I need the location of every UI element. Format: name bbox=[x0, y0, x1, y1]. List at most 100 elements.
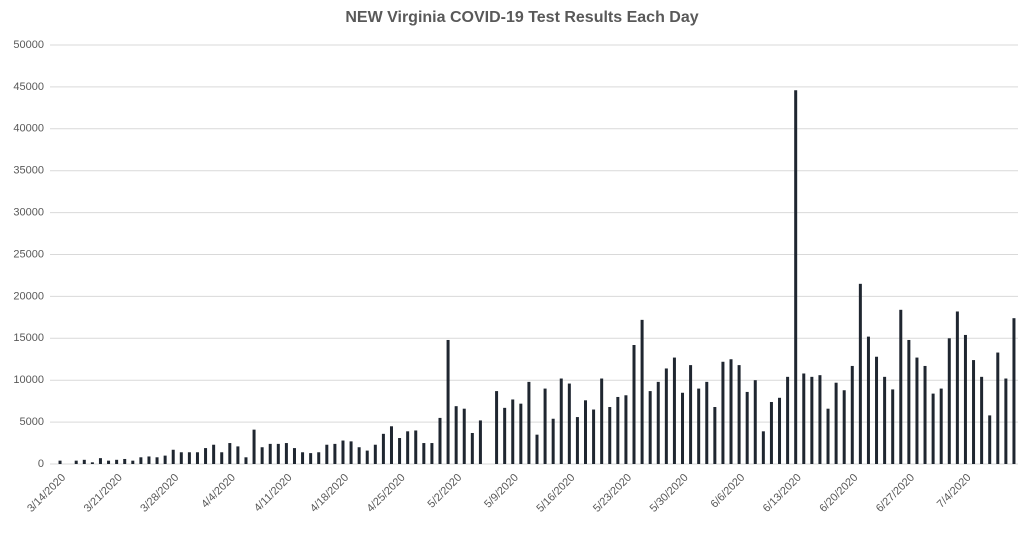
bar bbox=[365, 450, 369, 464]
bar bbox=[284, 443, 288, 464]
bar bbox=[891, 389, 895, 464]
bar bbox=[495, 391, 499, 464]
bar bbox=[430, 443, 434, 464]
y-tick-label: 15000 bbox=[13, 332, 44, 344]
bar bbox=[1004, 378, 1008, 464]
bar bbox=[721, 361, 725, 464]
bar bbox=[559, 378, 563, 464]
y-tick-label: 5000 bbox=[20, 416, 44, 428]
bar bbox=[82, 459, 86, 464]
bar bbox=[107, 460, 111, 464]
bar bbox=[349, 441, 353, 464]
bar bbox=[972, 360, 976, 464]
bar bbox=[737, 365, 741, 464]
bar bbox=[511, 399, 515, 464]
bar bbox=[866, 336, 870, 464]
bar bbox=[527, 381, 531, 464]
bar bbox=[834, 382, 838, 464]
bar bbox=[575, 417, 579, 464]
y-tick-label: 50000 bbox=[13, 39, 44, 51]
bar bbox=[802, 373, 806, 464]
x-tick-label: 4/18/2020 bbox=[308, 472, 351, 515]
bar bbox=[656, 381, 660, 464]
bar bbox=[357, 447, 361, 464]
bar bbox=[640, 319, 644, 464]
bar bbox=[325, 444, 329, 464]
bar bbox=[729, 359, 733, 464]
bar bbox=[955, 311, 959, 464]
bar bbox=[341, 440, 345, 464]
bar bbox=[519, 403, 523, 464]
y-tick-label: 30000 bbox=[13, 207, 44, 219]
bar bbox=[74, 460, 78, 464]
bar bbox=[123, 458, 127, 464]
bar bbox=[171, 449, 175, 464]
bar bbox=[931, 393, 935, 464]
x-tick-label: 3/14/2020 bbox=[25, 472, 68, 515]
x-tick-label: 5/2/2020 bbox=[426, 472, 465, 511]
bar bbox=[115, 459, 119, 464]
y-tick-label: 20000 bbox=[13, 290, 44, 302]
bar bbox=[131, 460, 135, 464]
bar bbox=[600, 378, 604, 464]
y-tick-label: 40000 bbox=[13, 123, 44, 135]
bar bbox=[875, 356, 879, 464]
bar bbox=[907, 339, 911, 464]
bar bbox=[551, 418, 555, 464]
bar bbox=[939, 388, 943, 464]
y-tick-label: 45000 bbox=[13, 81, 44, 93]
x-tick-label: 5/9/2020 bbox=[482, 472, 521, 511]
bar bbox=[163, 455, 167, 464]
bar bbox=[632, 345, 636, 464]
bar bbox=[333, 443, 337, 464]
bar bbox=[317, 452, 321, 464]
bar bbox=[1012, 318, 1016, 464]
bar bbox=[980, 376, 984, 464]
bar bbox=[584, 400, 588, 464]
x-tick-label: 4/4/2020 bbox=[199, 472, 238, 511]
bar bbox=[786, 376, 790, 464]
bar bbox=[454, 406, 458, 464]
bar bbox=[478, 420, 482, 464]
bar bbox=[988, 415, 992, 464]
bar bbox=[252, 429, 256, 464]
bar bbox=[381, 433, 385, 464]
bar bbox=[309, 453, 313, 464]
bar bbox=[794, 90, 798, 464]
x-tick-label: 6/20/2020 bbox=[817, 472, 860, 515]
chart-title: NEW Virginia COVID-19 Test Results Each … bbox=[345, 9, 698, 26]
bar bbox=[778, 397, 782, 464]
bar bbox=[389, 426, 393, 464]
y-tick-label: 35000 bbox=[13, 165, 44, 177]
bar bbox=[187, 452, 191, 464]
bar bbox=[567, 383, 571, 464]
bar bbox=[883, 376, 887, 464]
bar bbox=[228, 443, 232, 464]
bar bbox=[592, 409, 596, 464]
bar bbox=[204, 448, 208, 464]
bar bbox=[923, 365, 927, 464]
bar bbox=[244, 457, 248, 464]
x-tick-label: 6/6/2020 bbox=[709, 472, 748, 511]
bar bbox=[689, 365, 693, 464]
bar bbox=[947, 338, 951, 464]
x-tick-label: 5/30/2020 bbox=[648, 472, 691, 515]
bar bbox=[543, 388, 547, 464]
bar bbox=[664, 368, 668, 464]
x-tick-label: 5/23/2020 bbox=[591, 472, 634, 515]
bar bbox=[58, 460, 62, 464]
bar bbox=[446, 339, 450, 464]
x-tick-label: 6/13/2020 bbox=[761, 472, 804, 515]
bar bbox=[155, 457, 159, 464]
bar bbox=[268, 443, 272, 464]
x-tick-label: 3/21/2020 bbox=[82, 472, 125, 515]
bar bbox=[681, 392, 685, 464]
x-tick-label: 3/28/2020 bbox=[138, 472, 181, 515]
bar bbox=[769, 401, 773, 464]
bar bbox=[899, 309, 903, 464]
bar bbox=[705, 381, 709, 464]
bar bbox=[98, 458, 102, 464]
bar bbox=[301, 452, 305, 464]
bar bbox=[761, 431, 765, 464]
bar bbox=[745, 391, 749, 464]
